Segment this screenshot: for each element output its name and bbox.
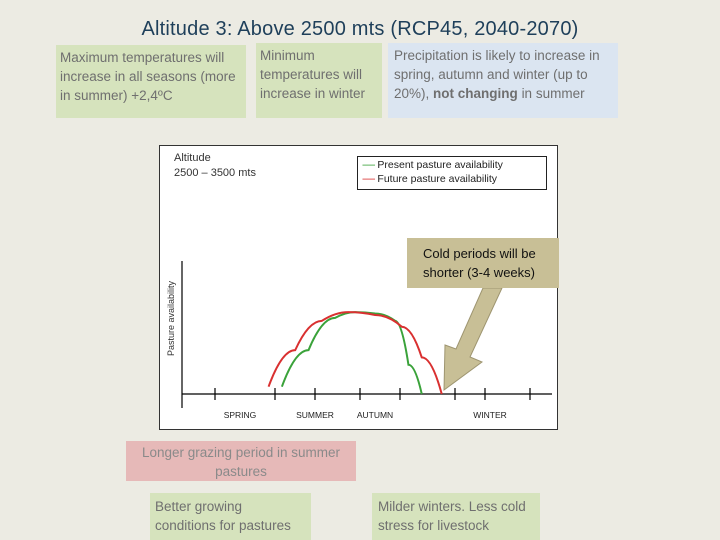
precip-text-2: in summer	[521, 86, 585, 101]
longer-grazing-text: Longer grazing period in summer pastures	[141, 445, 341, 479]
legend-dash-future: -----	[362, 173, 376, 185]
max-temp-text: Maximum temperatures will increase in al…	[60, 50, 236, 103]
min-temp-box: Minimum temperatures will increase in wi…	[256, 43, 382, 118]
present-pasture-line	[280, 311, 423, 395]
x-tick-label: SPRING	[224, 410, 257, 420]
milder-winters-box: Milder winters. Less cold stress for liv…	[372, 493, 540, 540]
future-pasture-line	[267, 311, 443, 395]
y-axis-label: Pasture availability	[166, 280, 176, 356]
cold-periods-text: Cold periods will be shorter (3-4 weeks)	[423, 246, 536, 280]
pasture-chart-svg: Altitude 2500 – 3500 mts Pasture availab…	[166, 152, 552, 420]
precip-text-bold: not changing	[433, 86, 518, 101]
x-tick-label: AUTUMN	[357, 410, 393, 420]
x-tick-labels: SPRING SUMMER AUTUMN WINTER	[224, 410, 507, 420]
legend-item-future: ----- Future pasture availability	[362, 172, 542, 186]
better-growing-box: Better growing conditions for pastures	[150, 493, 311, 540]
legend-label-future: Future pasture availability	[377, 173, 498, 185]
chart-legend: ----- Present pasture availability -----…	[357, 156, 547, 190]
legend-dash-present: -----	[362, 159, 376, 171]
x-tick-label: WINTER	[473, 410, 507, 420]
x-tick-label: SUMMER	[296, 410, 334, 420]
altitude-label-2: 2500 – 3500 mts	[174, 167, 256, 179]
precip-text-1: Precipitation is likely to increase in s…	[394, 48, 600, 101]
longer-grazing-box: Longer grazing period in summer pastures	[126, 441, 356, 481]
series-lines	[267, 311, 443, 395]
precipitation-box: Precipitation is likely to increase in s…	[388, 43, 618, 118]
better-growing-text: Better growing conditions for pastures	[155, 499, 291, 533]
milder-winters-text: Milder winters. Less cold stress for liv…	[378, 499, 526, 533]
page-title: Altitude 3: Above 2500 mts (RCP45, 2040-…	[141, 18, 579, 40]
altitude-label-1: Altitude	[174, 152, 211, 164]
min-temp-text: Minimum temperatures will increase in wi…	[260, 48, 366, 101]
legend-item-present: ----- Present pasture availability	[362, 158, 542, 172]
max-temp-box: Maximum temperatures will increase in al…	[56, 45, 246, 118]
legend-label-present: Present pasture availability	[377, 159, 503, 171]
cold-periods-callout: Cold periods will be shorter (3-4 weeks)	[407, 238, 559, 288]
